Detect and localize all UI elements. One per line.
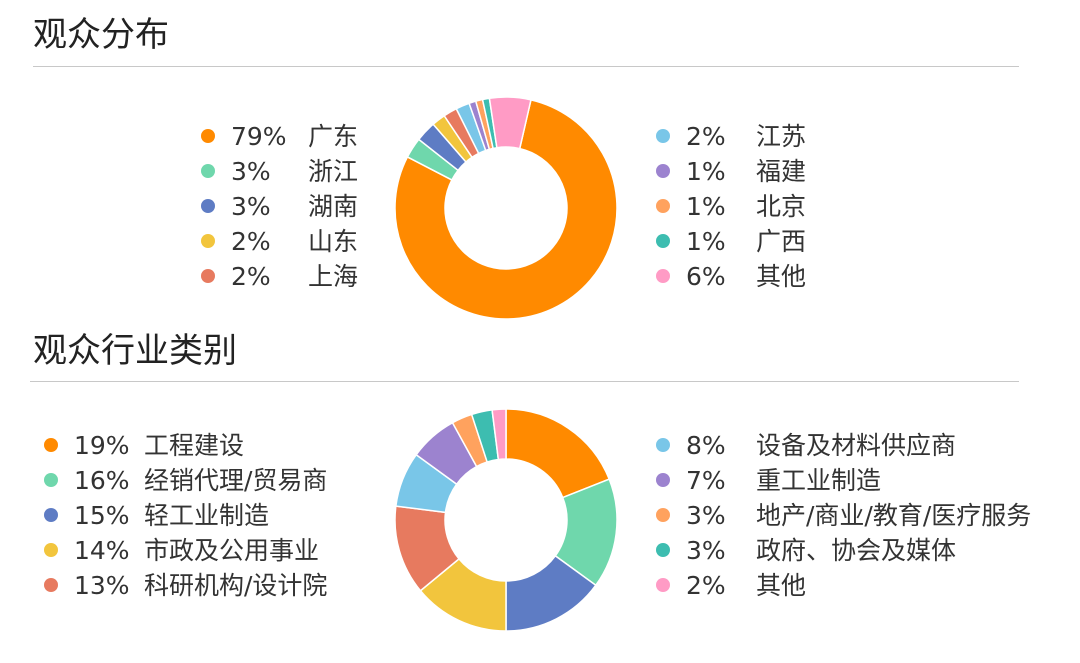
legend-label: 设备及材料供应商 [756, 431, 957, 460]
legend-percent: 7% [686, 466, 726, 495]
donut-slice-其他 [491, 408, 507, 461]
legend-label: 重工业制造 [756, 466, 882, 495]
legend-percent: 6% [686, 262, 726, 291]
section-title-audience-distribution: 观众分布 [33, 15, 169, 55]
legend-dot-icon [656, 164, 670, 178]
legend-label: 工程建设 [144, 431, 245, 460]
legend-label: 山东 [308, 227, 359, 256]
legend-label: 江苏 [756, 122, 807, 151]
legend-dot-icon [44, 473, 58, 487]
legend-label: 其他 [756, 262, 807, 291]
legend-dot-icon [201, 234, 215, 248]
legend-percent: 2% [686, 122, 726, 151]
divider [33, 66, 1019, 67]
donut-chart-audience-distribution [394, 96, 618, 320]
legend-percent: 1% [686, 157, 726, 186]
legend-label: 市政及公用事业 [144, 536, 320, 565]
legend-percent: 2% [231, 262, 271, 291]
legend-label: 浙江 [308, 157, 359, 186]
donut-slice-广东 [394, 98, 618, 320]
legend-percent: 3% [686, 536, 726, 565]
donut-slice-其他 [488, 96, 532, 150]
legend-dot-icon [44, 543, 58, 557]
legend-percent: 79% [231, 122, 287, 151]
legend-label: 北京 [756, 192, 807, 221]
donut-chart-audience-industry [394, 408, 618, 632]
legend-percent: 13% [74, 571, 130, 600]
legend-percent: 3% [231, 157, 271, 186]
legend-dot-icon [656, 129, 670, 143]
legend-percent: 2% [686, 571, 726, 600]
legend-dot-icon [656, 508, 670, 522]
legend-dot-icon [656, 269, 670, 283]
divider [30, 381, 1019, 382]
legend-percent: 16% [74, 466, 130, 495]
legend-label: 轻工业制造 [144, 501, 270, 530]
legend-dot-icon [656, 543, 670, 557]
legend-percent: 1% [686, 227, 726, 256]
legend-dot-icon [201, 129, 215, 143]
legend-dot-icon [44, 438, 58, 452]
legend-label: 科研机构/设计院 [144, 571, 328, 600]
legend-label: 上海 [308, 262, 359, 291]
legend-percent: 1% [686, 192, 726, 221]
legend-percent: 15% [74, 501, 130, 530]
legend-percent: 3% [686, 501, 726, 530]
legend-label: 福建 [756, 157, 807, 186]
legend-label: 湖南 [308, 192, 359, 221]
donut-slice-工程建设 [505, 408, 611, 499]
legend-label: 广西 [756, 227, 807, 256]
legend-label: 其他 [756, 571, 807, 600]
legend-dot-icon [201, 269, 215, 283]
legend-dot-icon [656, 578, 670, 592]
legend-dot-icon [656, 234, 670, 248]
legend-dot-icon [44, 578, 58, 592]
legend-dot-icon [656, 438, 670, 452]
section-title-audience-industry: 观众行业类别 [33, 331, 237, 371]
legend-label: 政府、协会及媒体 [756, 536, 957, 565]
legend-dot-icon [656, 473, 670, 487]
legend-label: 地产/商业/教育/医疗服务 [756, 501, 1032, 530]
legend-dot-icon [201, 199, 215, 213]
legend-dot-icon [201, 164, 215, 178]
legend-percent: 8% [686, 431, 726, 460]
legend-dot-icon [44, 508, 58, 522]
legend-percent: 3% [231, 192, 271, 221]
legend-label: 经销代理/贸易商 [144, 466, 328, 495]
legend-percent: 2% [231, 227, 271, 256]
legend-percent: 14% [74, 536, 130, 565]
legend-percent: 19% [74, 431, 130, 460]
legend-label: 广东 [308, 122, 359, 151]
legend-dot-icon [656, 199, 670, 213]
